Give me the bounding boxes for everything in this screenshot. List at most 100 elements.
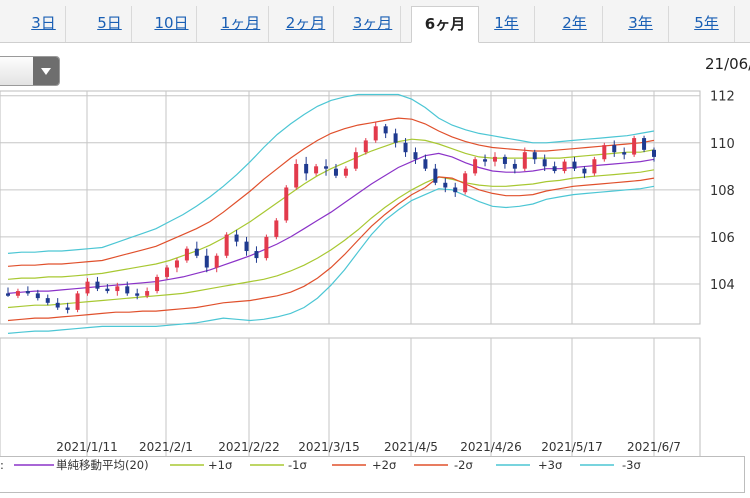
tab-period-1[interactable]: 3日 (22, 6, 66, 42)
legend-item-label: -1σ (288, 458, 307, 472)
date-display: 21/06/ (705, 55, 750, 73)
x-tick-label: 2021/4/26 (460, 440, 522, 454)
candle-body (492, 156, 497, 162)
candle-body (214, 255, 219, 268)
tab-period-10[interactable]: 3年 (613, 6, 669, 42)
series-line-1 (7, 152, 655, 294)
y-tick-label: 106 (710, 231, 735, 246)
tab-period-5[interactable]: 2ヶ月 (278, 6, 334, 42)
candle-body (423, 159, 428, 169)
candle-body (473, 159, 478, 174)
x-tick-label: 2021/5/17 (541, 440, 603, 454)
candle-body (75, 293, 80, 310)
candle-body (125, 286, 130, 294)
candle-body (592, 159, 597, 174)
y-tick-label: 112 (710, 90, 735, 105)
candle-body (45, 298, 50, 303)
candle-body (582, 168, 587, 174)
candle-body (314, 166, 319, 174)
candle-body (165, 267, 170, 277)
tab-period-4[interactable]: 1ヶ月 (213, 6, 269, 42)
candle-body (155, 276, 160, 292)
candle-body (552, 166, 557, 172)
candle-body (324, 166, 329, 169)
candle-body (522, 152, 527, 169)
candle-body (254, 251, 259, 259)
candle-body (483, 159, 488, 162)
legend: : 単純移動平均(20) +1σ -1σ +2σ -2σ +3σ -3σ (0, 458, 641, 472)
series-line-5 (7, 176, 655, 322)
tab-period-9[interactable]: 2年 (547, 6, 603, 42)
candle-body (6, 293, 10, 296)
price-chart: 112 110 108 106 104 2021/1/11 2021/2/1 2021/2/2… (0, 90, 735, 456)
candle-body (55, 302, 60, 308)
x-tick-label: 2021/2/22 (218, 440, 280, 454)
candle-body (602, 145, 607, 160)
series-line-7 (7, 185, 655, 334)
candle-body (105, 288, 110, 292)
legend-lead: : (0, 458, 4, 472)
candle-body (274, 220, 279, 237)
candle-body (234, 234, 239, 242)
candle-body (95, 281, 100, 289)
period-tab-bar: 3日 5日 10日 1ヶ月 2ヶ月 3ヶ月 6ヶ月 1年 2年 3年 5年 (0, 0, 750, 43)
candle-body (642, 138, 647, 150)
tab-period-2[interactable]: 5日 (88, 6, 132, 42)
candle-body (184, 248, 189, 261)
indicator-select[interactable] (0, 56, 60, 86)
candle-body (443, 182, 448, 188)
tab-period-7[interactable]: 6ヶ月 (411, 6, 479, 43)
y-tick-label: 108 (710, 184, 735, 199)
candle-body (115, 286, 120, 292)
legend-item-label: +2σ (372, 458, 396, 472)
candle-body (622, 152, 627, 155)
candle-body (333, 168, 338, 176)
candle-body (284, 187, 289, 221)
candle-body (224, 234, 229, 256)
candle-body (542, 159, 547, 167)
candle-body (572, 161, 577, 169)
legend-item-label: -2σ (454, 458, 473, 472)
candle-body (363, 140, 368, 153)
candle-body (35, 293, 40, 299)
candle-body (562, 161, 567, 172)
chevron-down-icon[interactable] (33, 57, 59, 85)
sub-panel-frame (0, 337, 701, 456)
candle-body (433, 168, 438, 183)
tab-period-6[interactable]: 3ヶ月 (345, 6, 401, 42)
series-line-4 (7, 117, 655, 267)
candle-body (304, 163, 309, 174)
legend-item-label: +1σ (208, 458, 232, 472)
tab-period-8[interactable]: 1年 (479, 6, 535, 42)
candle-body (343, 168, 348, 176)
legend-item-label: +3σ (538, 458, 562, 472)
candle-body (453, 187, 458, 193)
candle-body (204, 255, 209, 268)
candle-body (463, 173, 468, 193)
x-tick-label: 2021/1/11 (56, 440, 118, 454)
candle-body (145, 291, 150, 296)
candle-body (413, 152, 418, 160)
candle-body (383, 126, 388, 134)
candle-body (353, 152, 358, 169)
candle-body (652, 149, 656, 157)
series-line-2 (7, 138, 655, 280)
x-tick-label: 2021/2/1 (139, 440, 193, 454)
tab-period-3[interactable]: 10日 (147, 6, 197, 42)
x-tick-label: 2021/3/15 (298, 440, 360, 454)
candle-body (135, 293, 140, 296)
series-line-6 (7, 93, 655, 254)
legend-item-label: 単純移動平均(20) (56, 458, 149, 472)
candle-body (512, 163, 517, 169)
price-plot-frame (0, 90, 701, 325)
tab-period-11[interactable]: 5年 (679, 6, 735, 42)
candle-body (502, 156, 507, 164)
candle-body (632, 138, 637, 155)
candle-body (532, 152, 537, 160)
x-tick-label: 2021/4/5 (384, 440, 438, 454)
candle-body (393, 133, 398, 143)
candle-body (174, 260, 179, 268)
legend-item-label: -3σ (622, 458, 641, 472)
candle-body (85, 281, 90, 294)
legend-bar: : 単純移動平均(20) +1σ -1σ +2σ -2σ +3σ -3σ (0, 456, 745, 493)
